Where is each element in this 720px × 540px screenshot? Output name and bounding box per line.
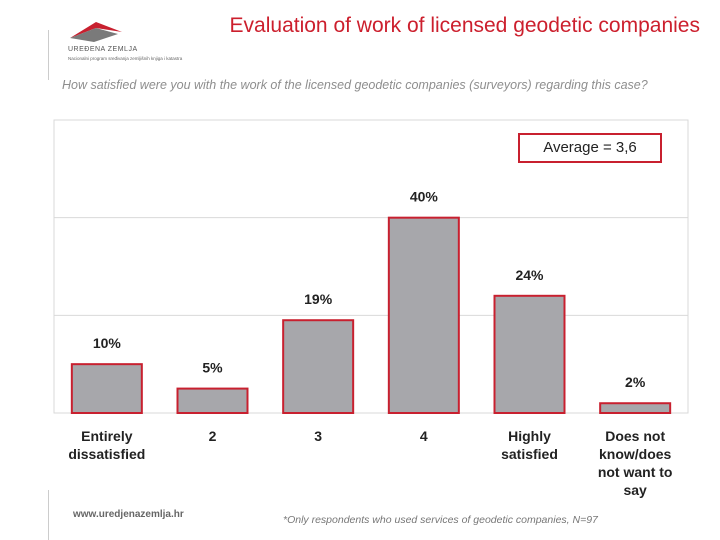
category-label: 2	[209, 428, 217, 444]
category-label: 4	[420, 428, 428, 444]
category-label: know/does	[599, 446, 672, 462]
category-label: satisfied	[501, 446, 558, 462]
footer-note: *Only respondents who used services of g…	[283, 514, 598, 526]
category-label: dissatisfied	[68, 446, 145, 462]
footer-url[interactable]: www.uredjenazemlja.hr	[73, 509, 184, 520]
survey-question: How satisfied were you with the work of …	[62, 78, 648, 92]
plot-area	[53, 119, 689, 414]
header-divider	[48, 30, 49, 80]
bar	[282, 319, 355, 415]
data-label: 19%	[304, 291, 333, 307]
data-label: 2%	[625, 374, 646, 390]
logo-subtitle: Nacionalni program sređivanja zemljišnih…	[68, 56, 183, 61]
category-label: Does not	[605, 428, 665, 444]
bar	[599, 402, 672, 415]
page-title: Evaluation of work of licensed geodetic …	[229, 14, 700, 37]
logo-name: UREĐENA ZEMLJA	[68, 46, 138, 53]
category-label: not want to	[598, 464, 673, 480]
data-label: 24%	[515, 267, 544, 283]
category-label: Highly	[508, 428, 551, 444]
data-label: 40%	[410, 189, 439, 205]
footer-divider	[48, 490, 49, 540]
category-label: 3	[314, 428, 322, 444]
category-label: say	[623, 482, 647, 498]
data-label: 5%	[202, 360, 223, 376]
data-label: 10%	[93, 335, 122, 351]
bar	[176, 387, 249, 415]
logo-emblem-icon	[70, 22, 122, 42]
bar	[70, 363, 143, 414]
bar	[493, 294, 566, 414]
average-label: Average = 3,6	[518, 133, 662, 163]
bar	[387, 216, 460, 414]
category-label: Entirely	[81, 428, 133, 444]
logo: UREĐENA ZEMLJA Nacionalni program sređiv…	[66, 16, 206, 66]
